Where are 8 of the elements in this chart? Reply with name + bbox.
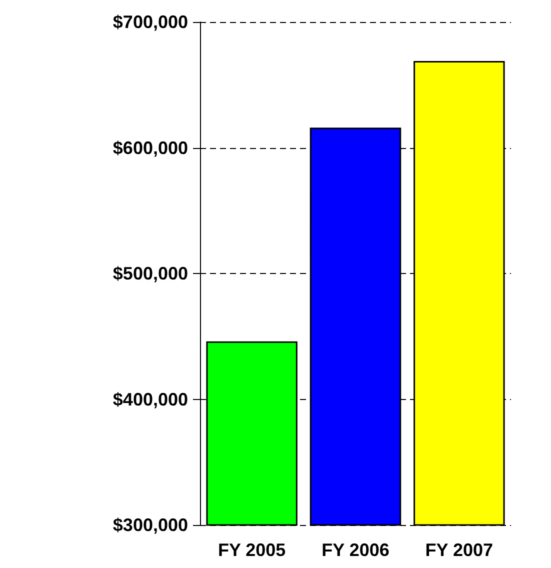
y-tick-label: $600,000 [112, 138, 188, 158]
y-tick-label: $700,000 [112, 12, 188, 32]
y-tick-label: $300,000 [112, 515, 188, 535]
x-tick-label: FY 2007 [425, 540, 494, 560]
x-tick-label: FY 2005 [218, 540, 286, 560]
y-tick-label: $400,000 [112, 389, 188, 410]
x-tick-label: FY 2006 [322, 540, 390, 560]
y-tick-label: $500,000 [112, 264, 188, 284]
